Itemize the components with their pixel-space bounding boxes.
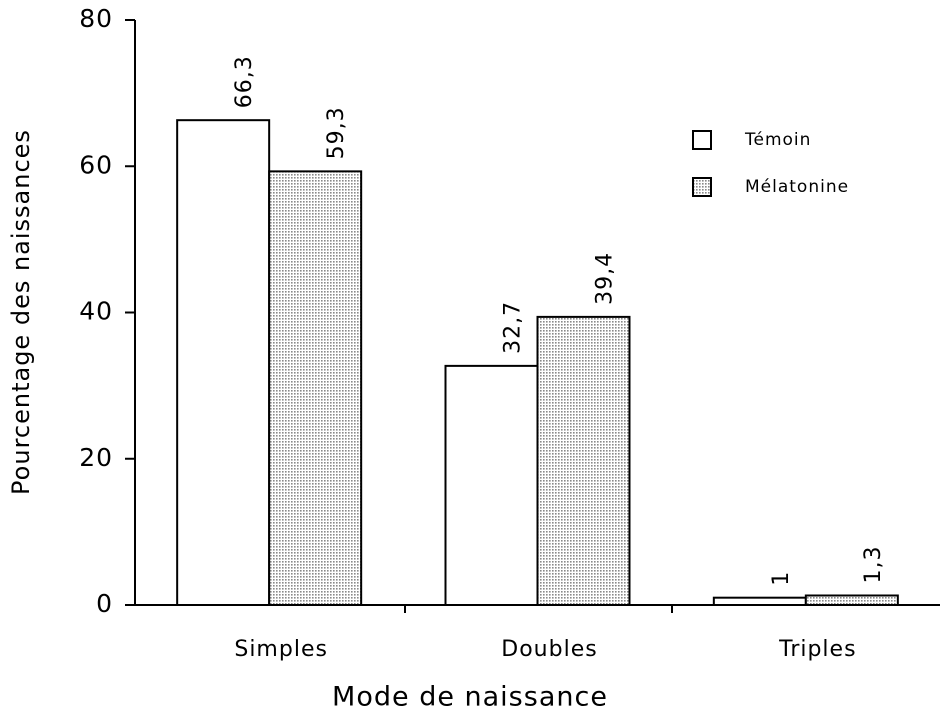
- value-label: 39,4: [593, 252, 618, 305]
- legend-label: Mélatonine: [745, 177, 849, 197]
- x-tick-label: Triples: [778, 637, 856, 662]
- y-tick-label: 60: [79, 150, 113, 179]
- y-tick-label: 80: [79, 4, 113, 33]
- y-tick-label: 20: [79, 443, 113, 472]
- bar: [804, 594, 899, 607]
- bar: [712, 596, 807, 606]
- bar: [268, 170, 363, 606]
- legend-swatch: [692, 130, 712, 150]
- legend-label: Témoin: [744, 130, 811, 150]
- value-label: 1: [769, 571, 794, 586]
- y-axis-label: Pourcentage des naissances: [7, 129, 35, 495]
- y-tick-label: 40: [79, 297, 113, 326]
- value-label: 1,3: [861, 545, 886, 583]
- y-tick-label: 0: [96, 589, 113, 618]
- x-tick-label: Simples: [234, 637, 328, 662]
- bar: [444, 364, 539, 606]
- x-axis-label: Mode de naissance: [332, 682, 608, 713]
- value-label: 32,7: [501, 301, 526, 354]
- x-tick-label: Doubles: [501, 637, 597, 662]
- bar: [176, 119, 271, 607]
- bar: [536, 315, 631, 606]
- value-label: 59,3: [324, 106, 349, 159]
- value-label: 66,3: [232, 55, 257, 108]
- legend-swatch: [692, 177, 712, 197]
